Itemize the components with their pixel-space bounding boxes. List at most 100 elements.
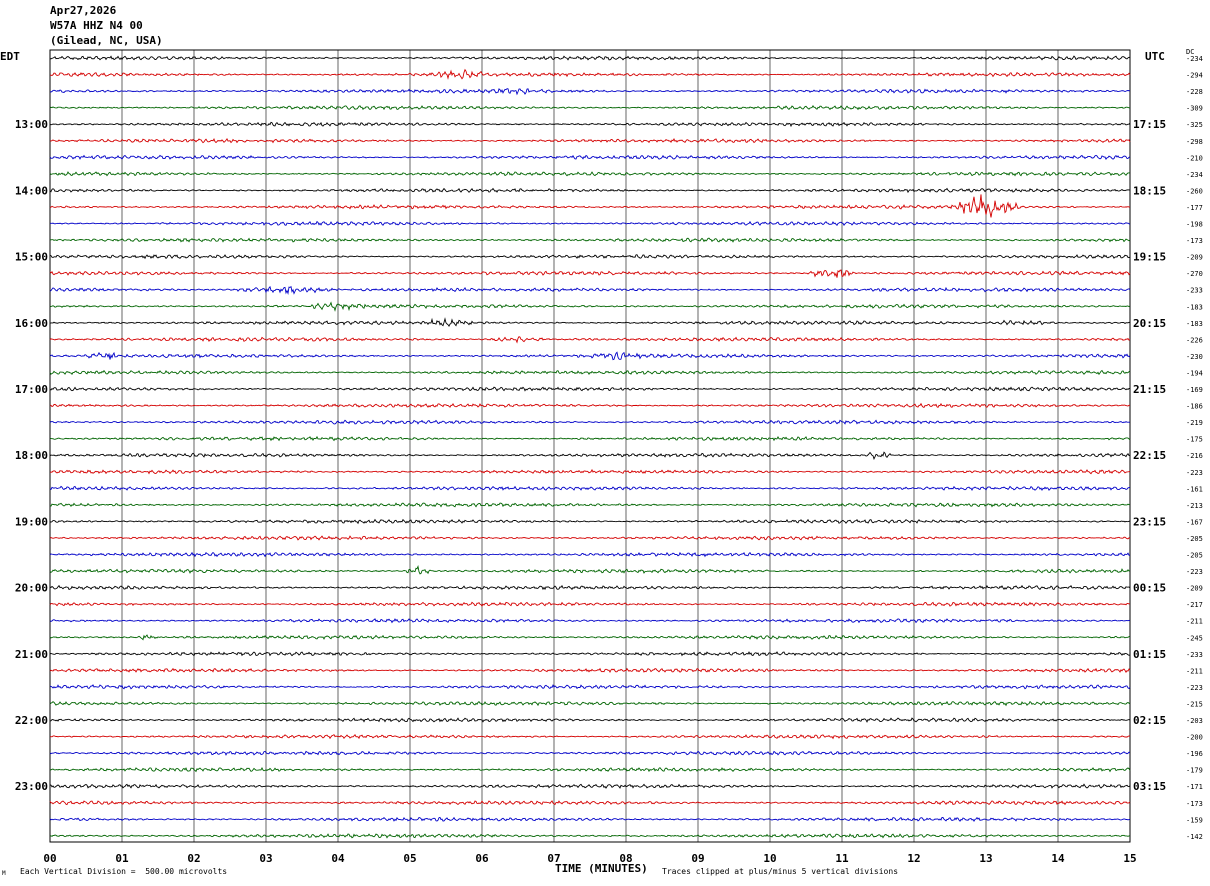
seismic-trace (49, 269, 1131, 278)
dc-offset-label: -234 (1186, 171, 1203, 179)
dc-offset-label: -226 (1186, 336, 1203, 344)
dc-offset-label: -309 (1186, 105, 1203, 113)
left-time-label: 20:00 (15, 582, 48, 595)
dc-offset-label: -200 (1186, 734, 1203, 742)
seismic-trace (49, 634, 1131, 641)
scale-note: Each Vertical Division = 500.00 microvol… (20, 867, 228, 876)
right-time-labels: 17:15 18:15 19:15 20:15 21:15 22:15 23:15 00:15… (1133, 118, 1166, 793)
dc-offset-label: -233 (1186, 287, 1203, 295)
dc-offset-label: -183 (1186, 320, 1203, 328)
dc-offset-label: -228 (1186, 88, 1203, 96)
x-tick-label: 02 (187, 852, 200, 865)
dc-offset-label: -298 (1186, 138, 1203, 146)
dc-offset-label: -177 (1186, 204, 1203, 212)
seismic-trace (49, 766, 1131, 773)
seismic-trace (49, 584, 1131, 591)
seismic-trace (49, 68, 1131, 80)
header-station: W57A HHZ N4 00 (50, 19, 143, 32)
seismic-trace (49, 187, 1131, 194)
x-tick-label: 13 (979, 852, 992, 865)
dc-offset-label: -233 (1186, 651, 1203, 659)
grid-lines (49, 49, 1131, 843)
seismic-trace (49, 651, 1131, 657)
left-time-label: 17:00 (15, 383, 48, 396)
x-tick-label: 03 (259, 852, 272, 865)
seismic-trace (49, 419, 1131, 425)
dc-offset-label: -161 (1186, 485, 1203, 493)
seismic-trace (49, 194, 1131, 218)
dc-offset-label: -230 (1186, 353, 1203, 361)
left-timezone-label: EDT (0, 50, 20, 63)
seismic-trace (49, 369, 1131, 376)
seismic-trace (49, 535, 1131, 541)
left-time-label: 13:00 (15, 118, 48, 131)
seismic-trace (49, 502, 1131, 508)
x-tick-label: 09 (691, 852, 704, 865)
trace-group (49, 55, 1131, 839)
right-timezone-label: UTC (1145, 50, 1165, 63)
dc-offset-label: -205 (1186, 552, 1203, 560)
dc-offset-label: -169 (1186, 386, 1203, 394)
right-time-label: 00:15 (1133, 582, 1166, 595)
dc-offset-label: -223 (1186, 684, 1203, 692)
seismic-trace (49, 254, 1131, 260)
x-tick-label: 06 (475, 852, 489, 865)
right-time-label: 17:15 (1133, 118, 1166, 131)
seismic-trace (49, 485, 1131, 492)
dc-header-label: DC (1186, 48, 1195, 56)
dc-offset-label: -167 (1186, 518, 1203, 526)
seismic-trace (49, 285, 1131, 296)
right-time-label: 01:15 (1133, 648, 1166, 661)
seismic-trace (49, 88, 1131, 96)
left-time-label: 18:00 (15, 449, 48, 462)
seismic-trace (49, 55, 1131, 61)
seismic-trace (49, 351, 1131, 361)
dc-offset-label: -205 (1186, 535, 1203, 543)
right-time-label: 23:15 (1133, 515, 1166, 528)
dc-offset-label: -159 (1186, 816, 1203, 824)
seismic-trace (49, 700, 1131, 707)
dc-offset-label: -270 (1186, 270, 1203, 278)
seismic-trace (49, 402, 1131, 409)
seismic-trace (49, 800, 1131, 806)
dc-offset-label: -217 (1186, 601, 1203, 609)
x-axis-title: TIME (MINUTES) (555, 862, 648, 875)
x-tick-label: 15 (1123, 852, 1136, 865)
x-tick-label: 11 (835, 852, 849, 865)
dc-offset-label: -211 (1186, 667, 1203, 675)
right-time-label: 20:15 (1133, 317, 1166, 330)
seismic-trace (49, 734, 1131, 740)
dc-offset-label: -194 (1186, 369, 1203, 377)
seismic-trace (49, 121, 1131, 128)
seismic-trace (49, 783, 1131, 789)
dc-offset-label: -234 (1186, 55, 1203, 63)
seismic-trace (49, 220, 1131, 227)
dc-offset-label: -325 (1186, 121, 1203, 129)
dc-offset-label: -173 (1186, 237, 1203, 245)
dc-offset-label: -209 (1186, 254, 1203, 262)
dc-offset-label: -179 (1186, 767, 1203, 775)
left-time-label: 19:00 (15, 515, 48, 528)
x-tick-label: 14 (1051, 852, 1065, 865)
dc-offset-label: -209 (1186, 585, 1203, 593)
clip-note: Traces clipped at plus/minus 5 vertical … (662, 867, 899, 876)
seismic-trace (49, 518, 1131, 525)
corner-mark: M (2, 870, 6, 877)
seismic-trace (49, 618, 1131, 624)
left-time-label: 14:00 (15, 184, 48, 197)
x-tick-label: 05 (403, 852, 416, 865)
dc-offset-label: -198 (1186, 221, 1203, 229)
dc-offset-label: -213 (1186, 502, 1203, 510)
x-tick-label: 01 (115, 852, 129, 865)
dc-offset-label: -171 (1186, 783, 1203, 791)
right-time-label: 02:15 (1133, 714, 1166, 727)
left-time-label: 22:00 (15, 714, 48, 727)
left-time-label: 21:00 (15, 648, 48, 661)
dc-offset-label: -210 (1186, 154, 1203, 162)
right-time-label: 21:15 (1133, 383, 1166, 396)
seismic-trace (49, 435, 1131, 442)
seismic-trace (49, 717, 1131, 723)
x-tick-label: 00 (43, 852, 56, 865)
dc-offset-label: -219 (1186, 419, 1203, 427)
